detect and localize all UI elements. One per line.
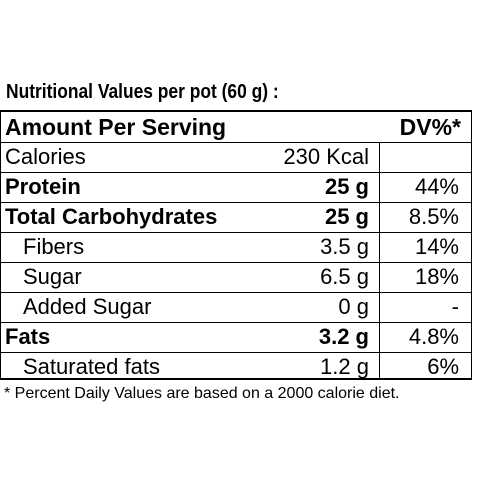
row-amount: 3.2 g [318, 324, 369, 349]
row-dv: 44% [414, 174, 459, 199]
header-amount-per-serving: Amount Per Serving [5, 114, 227, 140]
row-fibers: Fibers 3.5 g 14% [1, 232, 471, 263]
row-calories: Calories 230 Kcal [1, 142, 471, 173]
row-dv: - [451, 294, 459, 319]
row-dv: 14% [414, 234, 459, 259]
row-amount: 230 Kcal [283, 144, 369, 169]
row-dv: 8.5% [408, 204, 459, 229]
nutrition-heading: Nutritional Values per pot (60 g) : [6, 81, 279, 103]
row-label: Saturated fats [23, 354, 160, 379]
row-total-carbohydrates: Total Carbohydrates 25 g 8.5% [1, 202, 471, 233]
footnote: * Percent Daily Values are based on a 20… [4, 385, 400, 402]
header-row: Amount Per Serving DV%* [1, 112, 471, 143]
row-label: Total Carbohydrates [5, 204, 218, 229]
row-dv: 6% [427, 354, 459, 379]
row-protein: Protein 25 g 44% [1, 172, 471, 203]
row-label: Sugar [23, 264, 82, 289]
row-dv: 18% [414, 264, 459, 289]
row-label: Fats [5, 324, 51, 349]
column-divider-amount [379, 142, 380, 378]
row-fats: Fats 3.2 g 4.8% [1, 322, 471, 353]
header-dv-percent: DV%* [399, 114, 461, 140]
row-amount: 25 g [324, 174, 369, 199]
row-saturated-fats: Saturated fats 1.2 g 6% [1, 352, 471, 382]
row-amount: 6.5 g [320, 264, 369, 289]
row-amount: 25 g [324, 204, 369, 229]
row-amount: 0 g [338, 294, 369, 319]
row-label: Fibers [23, 234, 85, 259]
row-amount: 3.5 g [320, 234, 369, 259]
row-dv: 4.8% [408, 324, 459, 349]
row-amount: 1.2 g [320, 354, 369, 379]
row-sugar: Sugar 6.5 g 18% [1, 262, 471, 293]
row-label: Added Sugar [23, 294, 152, 319]
row-label: Protein [5, 174, 81, 199]
row-added-sugar: Added Sugar 0 g - [1, 292, 471, 323]
row-label: Calories [5, 144, 86, 169]
nutrition-table: Amount Per Serving DV%* Calories 230 Kca… [0, 110, 472, 380]
